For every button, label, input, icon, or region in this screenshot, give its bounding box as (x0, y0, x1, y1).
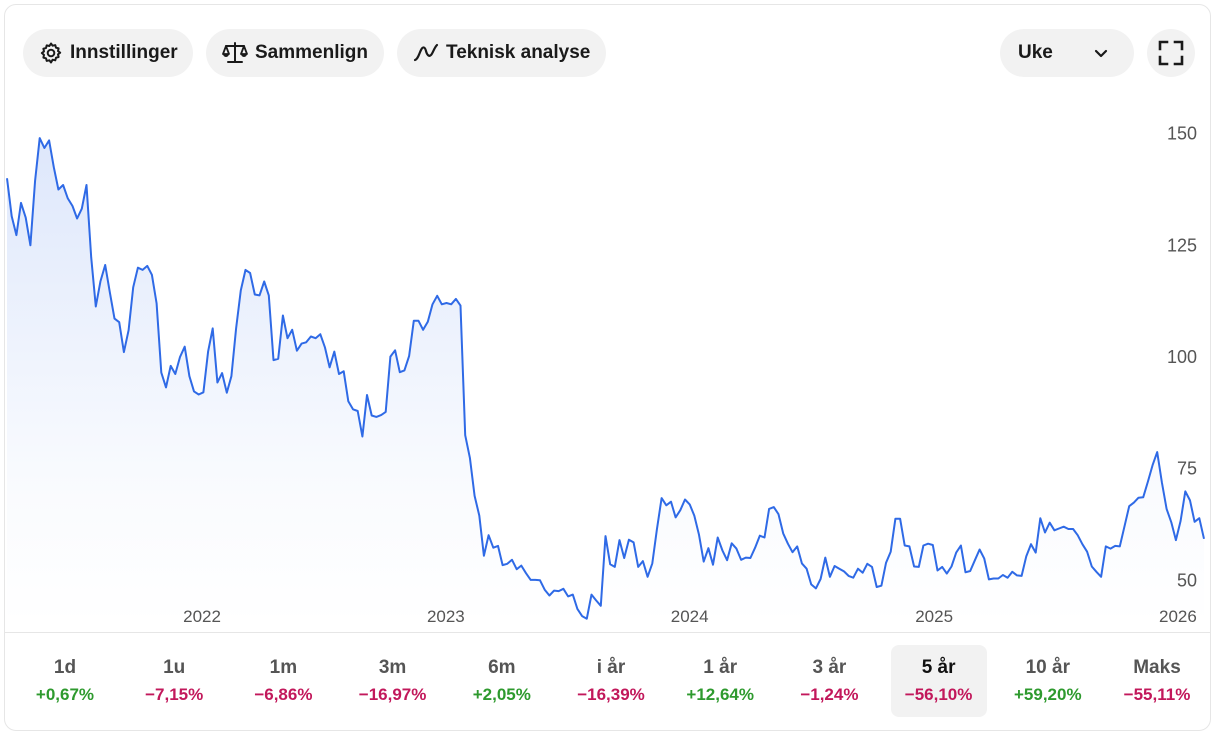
range-option[interactable]: 1u −7,15% (126, 645, 222, 717)
range-option[interactable]: 5 år −56,10% (890, 645, 987, 717)
x-tick-label: 2022 (183, 607, 221, 626)
range-change: −56,10% (904, 685, 973, 704)
price-chart: 50 75 100 125 150 2022 2023 2024 2025 2026 (6, 124, 1205, 626)
interval-value: Uke (1018, 42, 1053, 63)
x-tick-label: 2026 (1159, 607, 1197, 626)
range-change: +59,20% (1014, 685, 1082, 704)
range-option[interactable]: 10 år +59,20% (1000, 645, 1096, 717)
range-label: 5 år (921, 657, 956, 678)
range-change: −6,86% (254, 685, 313, 704)
range-change: −16,39% (577, 685, 645, 704)
range-option[interactable]: i år −16,39% (563, 645, 659, 717)
price-series-line (6, 137, 1205, 620)
chevron-down-icon (1094, 49, 1108, 58)
period-selector: 1d +0,67% 1u −7,15% 1m −6,86% 3m −16,97% 6m +2,05… (5, 632, 1210, 730)
chart-toolbar: Innstillinger Sammenlign Teknisk analyse… (23, 29, 1195, 77)
range-label: 10 år (1025, 657, 1070, 678)
y-tick-label: 150 (1167, 124, 1197, 144)
y-tick-label: 75 (1177, 459, 1197, 479)
chart-area: 50 75 100 125 150 2022 2023 2024 2025 2026 (5, 5, 1210, 635)
range-option[interactable]: 3m −16,97% (345, 645, 441, 717)
range-option[interactable]: 1 år +12,64% (672, 645, 768, 717)
range-label: Maks (1133, 657, 1181, 678)
trend-line-icon (413, 43, 439, 62)
range-change: +2,05% (472, 685, 531, 704)
range-label: 3m (378, 657, 407, 678)
range-change: −55,11% (1123, 685, 1191, 704)
range-change: +0,67% (35, 685, 95, 704)
range-label: i år (596, 657, 626, 678)
chart-card: 50 75 100 125 150 2022 2023 2024 2025 2026 Innst… (4, 4, 1211, 731)
range-option[interactable]: 3 år −1,24% (781, 645, 877, 717)
x-tick-label: 2024 (671, 607, 709, 626)
technical-analysis-label: Teknisk analyse (446, 42, 591, 63)
scale-icon (222, 42, 248, 63)
range-label: 1d (53, 657, 77, 678)
range-label: 3 år (812, 657, 847, 678)
interval-select[interactable]: Uke (1000, 29, 1134, 77)
range-label: 1u (163, 657, 186, 678)
y-tick-label: 100 (1167, 347, 1197, 367)
price-area-fill (7, 138, 1204, 625)
fullscreen-icon (1158, 40, 1184, 66)
x-tick-label: 2025 (915, 607, 953, 626)
range-option[interactable]: 1d +0,67% (17, 645, 113, 717)
y-tick-label: 125 (1167, 235, 1197, 255)
range-option[interactable]: 1m −6,86% (235, 645, 331, 717)
compare-label: Sammenlign (255, 42, 368, 63)
range-label: 1m (269, 657, 298, 678)
gear-icon (40, 42, 62, 64)
technical-analysis-button[interactable]: Teknisk analyse (397, 29, 606, 77)
range-change: −1,24% (800, 685, 859, 704)
settings-label: Innstillinger (70, 42, 178, 63)
settings-button[interactable]: Innstillinger (23, 29, 193, 77)
range-option[interactable]: 6m +2,05% (454, 645, 550, 717)
range-label: 1 år (703, 657, 738, 678)
compare-button[interactable]: Sammenlign (206, 29, 384, 77)
range-label: 6m (488, 657, 516, 678)
range-option[interactable]: Maks −55,11% (1109, 645, 1205, 717)
range-change: −16,97% (358, 685, 427, 704)
y-tick-label: 50 (1177, 570, 1197, 590)
x-tick-label: 2023 (427, 607, 465, 626)
range-change: +12,64% (686, 685, 754, 704)
fullscreen-button[interactable] (1147, 29, 1195, 77)
range-change: −7,15% (145, 685, 204, 704)
